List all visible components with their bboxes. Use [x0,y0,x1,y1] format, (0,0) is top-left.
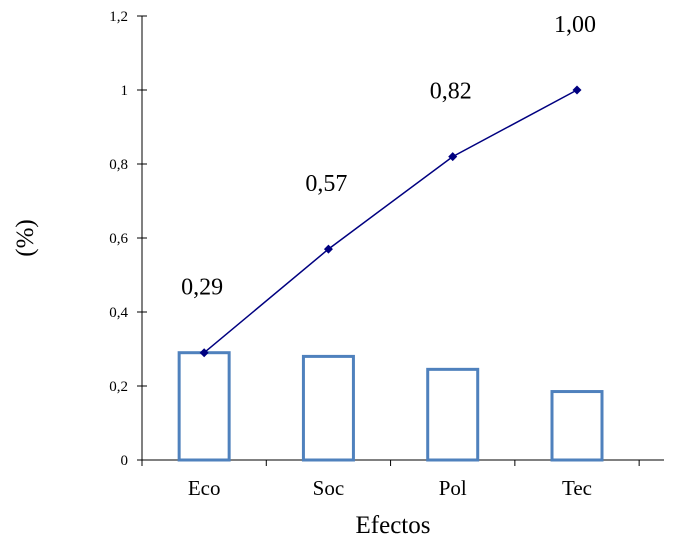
y-axis-title: (%) [12,219,39,256]
line-point-marker [199,348,209,358]
bar-soc [301,354,355,462]
axes: 0 0,2 0,4 0,6 0,8 1 1,2 Eco Soc Pol Tec [109,9,664,500]
data-label: 1,00 [554,12,596,38]
y-tick-label: 0,2 [109,379,128,395]
y-tick-label: 0,6 [109,231,128,247]
line-point-marker [572,85,582,95]
data-label: 0,29 [181,275,223,301]
y-tick-label: 1 [121,83,129,99]
x-tick-label: Tec [562,476,592,500]
cumulative-line [203,89,578,354]
data-label: 0,82 [430,79,472,105]
cumulative-line-group: 0,29 0,57 0,82 1,00 [181,12,596,358]
x-axis-title: Efectos [356,512,431,539]
x-tick-label: Pol [439,476,467,500]
bar-eco [177,351,231,462]
data-label: 0,57 [305,171,347,197]
line-point-marker [323,244,333,254]
line-point-marker [448,152,458,162]
y-tick-label: 0 [121,453,129,469]
x-tick-label: Soc [313,476,345,500]
y-tick-label: 0,8 [109,157,128,173]
y-tick-label: 0,4 [109,305,128,321]
bar-tec [550,390,604,462]
x-tick-label: Eco [188,476,221,500]
y-tick-label: 1,2 [109,9,128,25]
bars-group [177,351,604,462]
bar-pol [426,367,480,462]
